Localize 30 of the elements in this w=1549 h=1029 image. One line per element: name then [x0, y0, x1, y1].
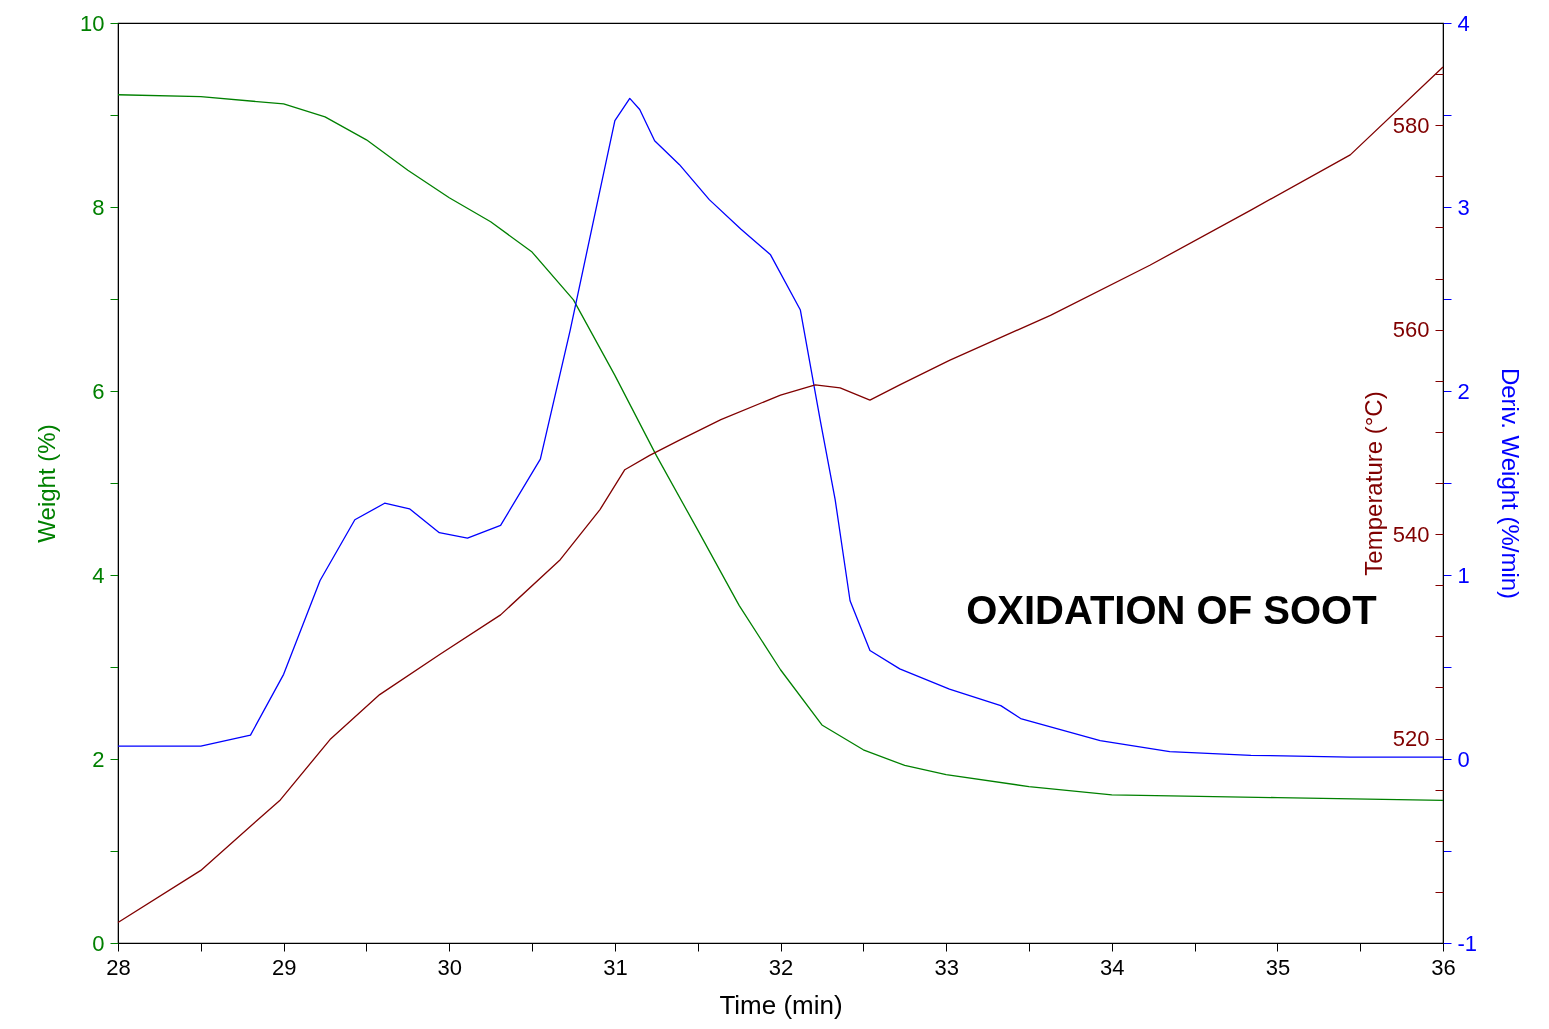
x-tick-label: 30: [437, 954, 462, 980]
y3-tick-label: 520: [1392, 726, 1430, 752]
x-tick-label: 31: [603, 954, 628, 980]
y-tick-label: 0: [92, 930, 105, 956]
y2-axis-title: Deriv. Weight (%/min): [1497, 367, 1525, 600]
y2-tick-label: 4: [1457, 10, 1470, 36]
y3-tick-label: 580: [1392, 112, 1430, 138]
x-tick-label: 34: [1100, 954, 1125, 980]
y2-tick-label: 0: [1457, 746, 1470, 772]
annotation: OXIDATION OF SOOT: [966, 587, 1377, 632]
x-tick-label: 32: [768, 954, 794, 980]
x-tick-label: 29: [271, 954, 297, 980]
y2-tick-label: 3: [1457, 194, 1470, 220]
x-tick-label: 28: [106, 954, 131, 980]
x-tick-label: 33: [934, 954, 959, 980]
y3-axis-title: Temperature (°C): [1359, 391, 1387, 576]
y-axis-title: Weight (%): [33, 424, 61, 543]
x-axis-title: Time (min): [719, 989, 843, 1020]
y3-tick-label: 540: [1392, 521, 1430, 547]
y3-tick-label: 560: [1392, 317, 1430, 343]
y2-tick-label: 2: [1457, 378, 1470, 404]
x-tick-label: 35: [1265, 954, 1291, 980]
y-tick-label: 8: [92, 194, 105, 220]
y2-tick-label: 1: [1457, 562, 1470, 588]
y-tick-label: 4: [92, 562, 105, 588]
x-tick-label: 36: [1431, 954, 1456, 980]
y-tick-label: 10: [80, 10, 105, 36]
y-tick-label: 2: [92, 746, 105, 772]
y-tick-label: 6: [92, 378, 105, 404]
y2-tick-label: -1: [1457, 930, 1478, 956]
